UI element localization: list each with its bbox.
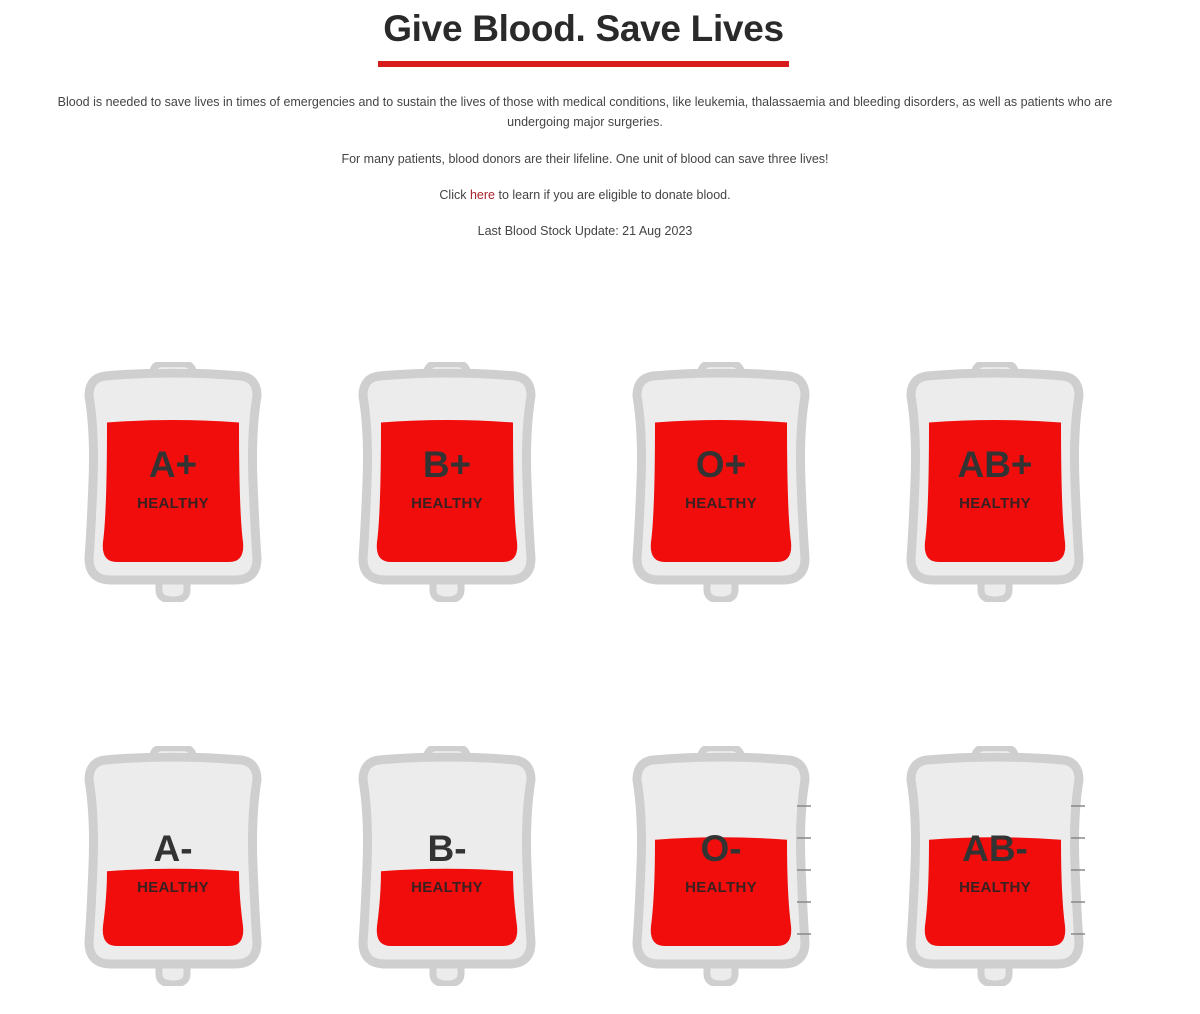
intro-paragraph-1: Blood is needed to save lives in times o… <box>57 95 1113 129</box>
blood-bag-o-pos: O+ HEALTHY <box>631 362 811 602</box>
blood-fill <box>376 420 518 562</box>
blood-bag-a-neg: A- HEALTHY <box>83 746 263 986</box>
stock-status-label: HEALTHY <box>685 879 757 896</box>
last-update: Last Blood Stock Update: 21 Aug 2023 <box>477 224 693 238</box>
blood-fill <box>650 837 792 946</box>
blood-type-label: O- <box>700 828 742 869</box>
blood-type-label: A- <box>153 828 193 869</box>
blood-bag-b-neg: B- HEALTHY <box>357 746 537 986</box>
blood-type-label: AB- <box>962 828 1028 869</box>
eligibility-text: Click here to learn if you are eligible … <box>40 185 1130 205</box>
blood-bag-o-neg: O- HEALTHY <box>631 746 811 986</box>
page-title: Give Blood. Save Lives <box>383 8 784 49</box>
eligibility-prefix: Click <box>439 188 470 202</box>
blood-bag-ab-pos: AB+ HEALTHY <box>905 362 1085 602</box>
stock-status-label: HEALTHY <box>137 879 209 896</box>
intro-paragraph-2: For many patients, blood donors are thei… <box>341 152 829 166</box>
blood-type-label: A+ <box>148 444 198 485</box>
blood-type-label: O+ <box>695 444 747 485</box>
blood-fill <box>102 868 244 946</box>
stock-status-label: HEALTHY <box>411 495 483 512</box>
blood-bag-ab-neg: AB- HEALTHY <box>905 746 1085 986</box>
blood-type-label: AB+ <box>957 444 1033 485</box>
blood-type-label: B- <box>427 828 467 869</box>
eligibility-link[interactable]: here <box>469 188 495 202</box>
title-underline <box>378 61 789 67</box>
stock-status-label: HEALTHY <box>959 879 1031 896</box>
stock-status-label: HEALTHY <box>959 495 1031 512</box>
blood-bag-a-pos: A+ HEALTHY <box>83 362 263 602</box>
stock-status-label: HEALTHY <box>411 879 483 896</box>
blood-fill <box>650 420 792 562</box>
blood-fill <box>102 420 244 562</box>
blood-fill <box>924 837 1066 946</box>
eligibility-suffix: to learn if you are eligible to donate b… <box>495 188 731 202</box>
blood-fill <box>376 868 518 946</box>
stock-status-label: HEALTHY <box>685 495 757 512</box>
blood-bag-b-pos: B+ HEALTHY <box>357 362 537 602</box>
blood-fill <box>924 420 1066 562</box>
blood-type-label: B+ <box>422 444 472 485</box>
stock-status-label: HEALTHY <box>137 495 209 512</box>
